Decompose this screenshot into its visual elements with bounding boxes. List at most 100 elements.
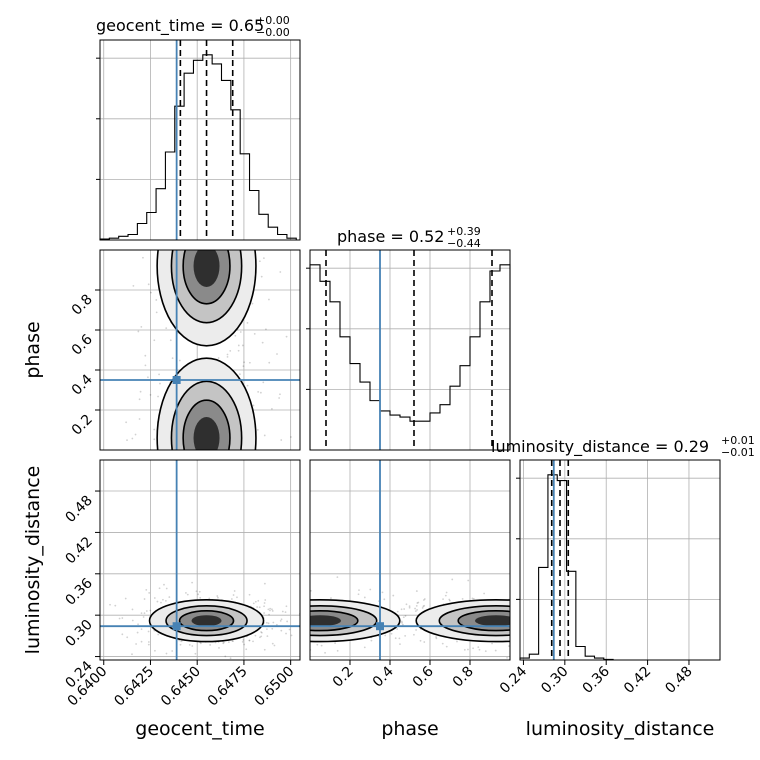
sample-point	[279, 606, 281, 608]
sample-point	[246, 384, 249, 387]
sample-point	[241, 497, 243, 499]
sample-point	[148, 463, 150, 465]
sample-point	[149, 609, 152, 612]
sample-point	[283, 633, 285, 635]
sample-point	[164, 484, 166, 486]
sample-point	[202, 471, 204, 473]
sample-point	[169, 339, 172, 342]
density-level	[191, 615, 222, 627]
sample-point	[293, 605, 295, 607]
sample-point	[136, 631, 139, 634]
sample-point	[230, 598, 233, 600]
sample-point	[266, 593, 268, 595]
title-luminosity_distance-plus: +0.01	[721, 434, 755, 447]
sample-point	[179, 643, 182, 646]
sample-point	[246, 202, 248, 204]
sample-point	[227, 139, 229, 141]
sample-point	[289, 436, 292, 438]
sample-point	[195, 492, 197, 494]
contour-line	[156, 357, 257, 450]
sample-point	[252, 602, 255, 605]
sample-point	[248, 361, 251, 364]
sample-point	[263, 582, 266, 585]
sample-point	[578, 624, 580, 626]
sample-point	[295, 633, 297, 635]
sample-point	[593, 627, 595, 629]
sample-point	[265, 628, 268, 631]
sample-point	[150, 291, 152, 294]
sample-point	[244, 512, 246, 514]
sample-point	[191, 645, 194, 647]
sample-point	[226, 207, 228, 209]
sample-point	[181, 661, 183, 663]
sample-point	[525, 623, 527, 625]
sample-point	[145, 588, 148, 591]
contour-line	[182, 250, 231, 305]
sample-point	[254, 634, 257, 637]
sample-point	[528, 632, 530, 634]
sample-point	[238, 467, 240, 469]
sample-point	[180, 247, 182, 249]
sample-point	[302, 605, 304, 607]
sample-point	[259, 602, 261, 604]
sample-point	[336, 576, 339, 579]
sample-point	[239, 474, 241, 476]
y-tick-label: 0.36	[62, 575, 95, 608]
sample-point	[181, 471, 183, 473]
sample-point	[172, 246, 174, 248]
sample-point	[307, 610, 309, 612]
sample-point	[194, 494, 196, 496]
sample-point	[516, 630, 518, 632]
sample-point	[222, 642, 225, 645]
y-axis-label-phase: phase	[22, 321, 44, 378]
sample-point	[121, 633, 124, 636]
sample-point	[248, 639, 251, 642]
sample-point	[394, 637, 397, 640]
sample-point	[175, 242, 177, 244]
sample-point	[477, 646, 480, 649]
sample-point	[226, 355, 229, 358]
sample-point	[166, 203, 168, 205]
sample-point	[230, 507, 232, 509]
sample-point	[204, 241, 206, 243]
sample-point	[191, 176, 193, 178]
sample-point	[183, 146, 185, 148]
sample-point	[177, 458, 179, 460]
sample-point	[540, 635, 542, 637]
sample-point	[283, 620, 285, 622]
sample-point	[298, 609, 300, 611]
sample-point	[285, 605, 288, 608]
sample-point	[203, 243, 205, 245]
sample-point	[144, 186, 146, 188]
sample-point	[279, 393, 281, 396]
sample-point	[165, 652, 168, 655]
sample-point	[298, 611, 300, 613]
sample-point	[401, 623, 404, 626]
sample-point	[256, 606, 259, 608]
title-geocent_time-minus: −0.00	[256, 26, 290, 39]
x-axis-label-geocent_time: geocent_time	[135, 718, 264, 740]
sample-point	[242, 365, 245, 368]
sample-point	[216, 247, 218, 249]
sample-point	[216, 503, 218, 505]
sample-point	[168, 596, 171, 598]
sample-point	[183, 136, 185, 138]
sample-point	[266, 635, 269, 638]
sample-point	[287, 610, 289, 612]
sample-point	[195, 471, 197, 473]
sample-point	[192, 494, 194, 496]
sample-point	[118, 617, 121, 620]
density-layer	[248, 576, 595, 659]
sample-point	[239, 373, 241, 376]
sample-point	[415, 629, 417, 631]
sample-point	[186, 536, 188, 538]
sample-point	[145, 226, 147, 228]
histogram-steps	[309, 264, 511, 450]
contour-line	[310, 598, 401, 643]
sample-point	[284, 611, 287, 614]
sample-point	[248, 652, 250, 654]
sample-point	[405, 603, 408, 606]
sample-point	[238, 247, 240, 249]
sample-point	[165, 327, 168, 330]
sample-point	[189, 471, 191, 473]
